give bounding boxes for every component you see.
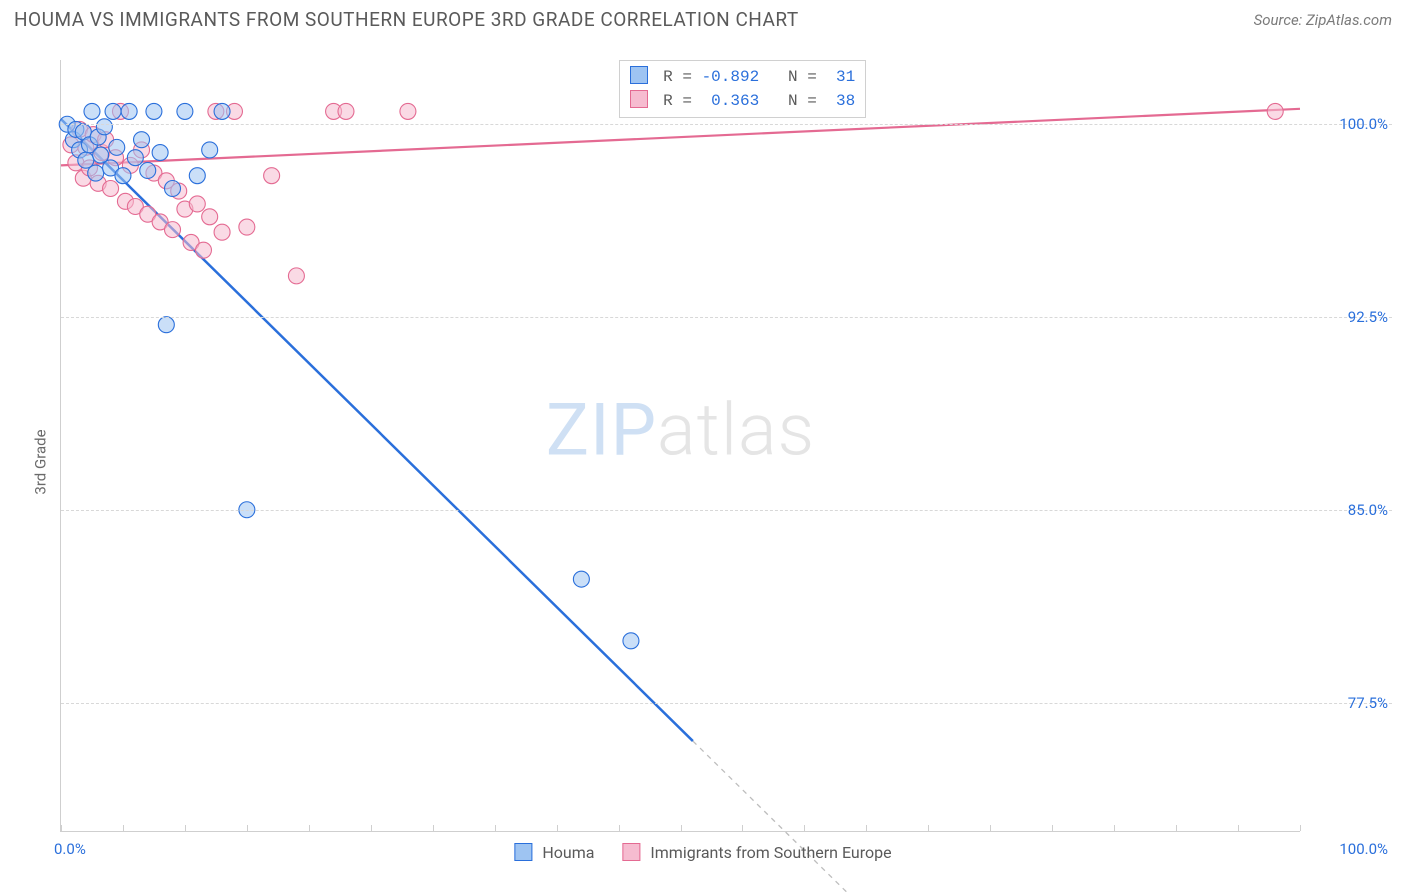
plot-region: ZIPatlas R = -0.892 N = 31 R = 0.363 N =… [60,60,1300,832]
y-axis-label: 3rd Grade [32,429,50,494]
legend-item-series1: Houma [514,843,594,862]
legend-item-series2: Immigrants from Southern Europe [622,843,891,862]
x-max-label: 100.0% [1339,840,1388,858]
y-tick-label: 77.5% [1348,694,1388,712]
y-tick-label: 100.0% [1339,115,1388,133]
plot-svg [61,60,1300,831]
swatch-series1 [514,843,532,861]
y-tick-label: 92.5% [1348,308,1388,326]
chart-area: 3rd Grade ZIPatlas R = -0.892 N = 31 R =… [14,46,1392,878]
series-legend: Houma Immigrants from Southern Europe [514,843,891,862]
chart-source: Source: ZipAtlas.com [1254,11,1392,29]
correlation-legend: R = -0.892 N = 31 R = 0.363 N = 38 [619,60,867,118]
x-min-label: 0.0% [54,840,86,858]
swatch-series2 [622,843,640,861]
y-tick-label: 85.0% [1348,501,1388,519]
legend-label-series1: Houma [542,843,594,862]
chart-title: HOUMA VS IMMIGRANTS FROM SOUTHERN EUROPE… [14,8,799,31]
legend-label-series2: Immigrants from Southern Europe [650,843,891,862]
